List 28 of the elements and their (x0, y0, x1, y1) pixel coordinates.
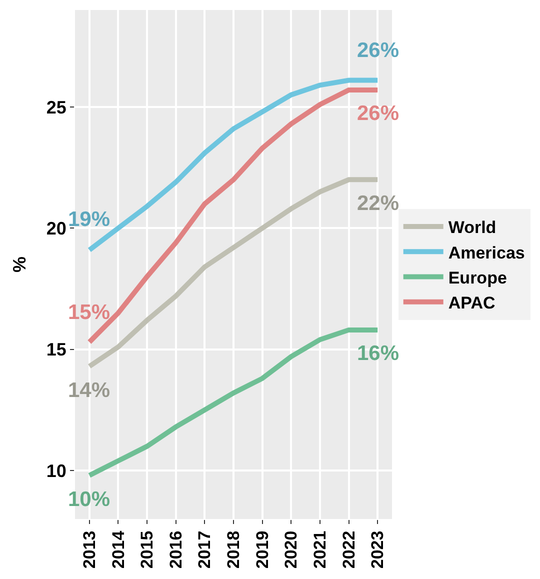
x-tick-label: 2021 (310, 530, 330, 569)
annotation: 14% (68, 379, 110, 402)
x-tick-label: 2023 (368, 530, 388, 569)
annotation: 26% (357, 102, 400, 125)
legend-label: World (448, 218, 496, 238)
x-tick-label: 2022 (339, 530, 358, 569)
y-tick-label: 10 (46, 460, 66, 481)
x-tick-label: 2019 (252, 530, 272, 569)
y-axis-title: % (10, 256, 30, 273)
y-tick-label: 25 (46, 97, 66, 118)
x-tick-label: 2017 (195, 530, 214, 569)
legend-label: APAC (448, 293, 496, 312)
x-tick-label: 2020 (282, 530, 301, 569)
annotation: 22% (357, 192, 400, 215)
annotation: 26% (357, 39, 400, 62)
legend-label: Americas (448, 243, 525, 262)
x-tick-label: 2014 (108, 530, 128, 569)
x-tick-label: 2015 (138, 530, 157, 569)
annotation: 19% (68, 208, 110, 231)
x-tick-label: 2013 (80, 530, 99, 569)
annotation: 16% (357, 342, 400, 365)
y-tick-label: 20 (46, 218, 66, 238)
annotation: 15% (68, 301, 110, 324)
annotation: 10% (68, 488, 110, 511)
legend-label: Europe (448, 268, 507, 288)
x-tick-label: 2016 (166, 530, 186, 569)
y-tick-label: 15 (46, 340, 66, 360)
x-tick-label: 2018 (224, 530, 244, 569)
